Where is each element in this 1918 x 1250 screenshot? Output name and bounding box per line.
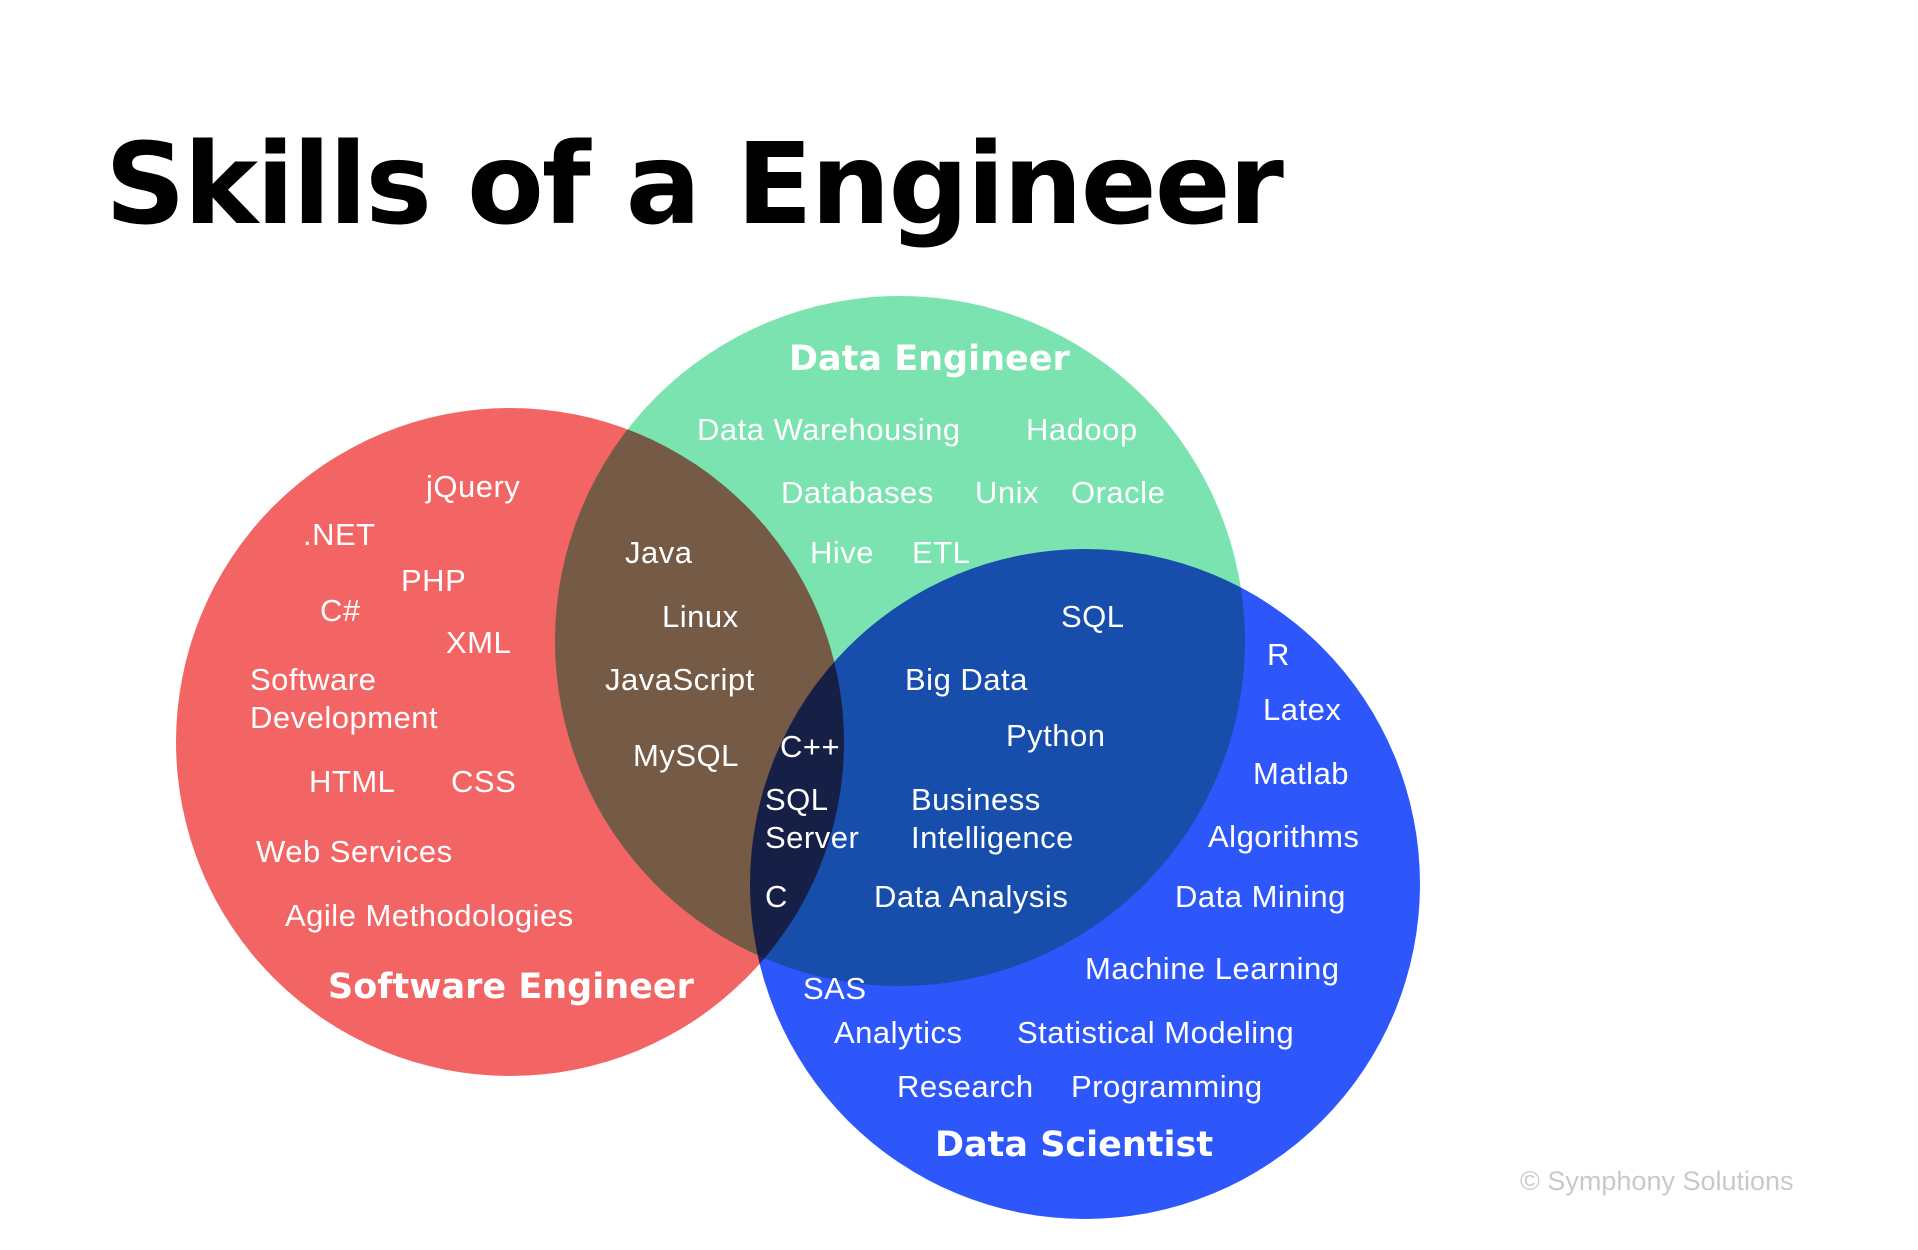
skill-php: PHP: [401, 563, 466, 598]
skill-sas: SAS: [803, 971, 867, 1006]
software-engineer-title: Software Engineer: [328, 967, 695, 1007]
skill-html: HTML: [309, 764, 395, 799]
skill-software: Software: [250, 662, 376, 697]
skill-machine-learning: Machine Learning: [1085, 951, 1339, 986]
skill-xml: XML: [446, 625, 511, 660]
skill-csharp: C#: [320, 593, 361, 628]
skill-data-warehousing: Data Warehousing: [697, 412, 961, 447]
skill-big-data: Big Data: [905, 662, 1028, 697]
copyright-notice: © Symphony Solutions: [1520, 1166, 1794, 1196]
skill-hive: Hive: [810, 535, 874, 570]
skill-hadoop: Hadoop: [1026, 412, 1138, 447]
skill-css: CSS: [451, 764, 516, 799]
skill-sql-server-server: Server: [765, 820, 859, 855]
skill-etl: ETL: [912, 535, 970, 570]
skill-data-analysis: Data Analysis: [874, 879, 1068, 914]
skill-sql-server-sql: SQL: [765, 782, 829, 817]
skill-unix: Unix: [975, 475, 1039, 510]
skill-algorithms: Algorithms: [1208, 819, 1359, 854]
skill-dotnet: .NET: [303, 517, 376, 552]
data-engineer-title: Data Engineer: [789, 339, 1070, 379]
skill-agile-methodologies: Agile Methodologies: [285, 898, 574, 933]
data-scientist-circle: [750, 549, 1420, 1219]
data-scientist-title: Data Scientist: [935, 1125, 1213, 1165]
skill-mysql: MySQL: [633, 738, 739, 773]
skill-data-mining: Data Mining: [1175, 879, 1346, 914]
skill-matlab: Matlab: [1253, 756, 1349, 791]
skill-development: Development: [250, 700, 438, 735]
skill-analytics: Analytics: [834, 1015, 963, 1050]
skill-jquery: jQuery: [425, 469, 520, 504]
skill-intelligence: Intelligence: [911, 820, 1074, 855]
skill-research: Research: [897, 1069, 1034, 1104]
skill-c: C: [765, 879, 788, 914]
skill-linux: Linux: [662, 599, 739, 634]
skill-cpp: C++: [780, 729, 840, 764]
skill-programming: Programming: [1071, 1069, 1263, 1104]
skill-web-services: Web Services: [256, 834, 453, 869]
skill-python: Python: [1006, 718, 1106, 753]
skill-latex: Latex: [1263, 692, 1341, 727]
skill-java: Java: [625, 535, 693, 570]
skill-javascript: JavaScript: [605, 662, 755, 697]
page-title: Skills of a Engineer: [105, 120, 1284, 250]
skill-oracle: Oracle: [1071, 475, 1165, 510]
skill-r: R: [1267, 637, 1290, 672]
skill-business: Business: [911, 782, 1041, 817]
skill-databases: Databases: [781, 475, 934, 510]
skill-sql: SQL: [1061, 599, 1125, 634]
skill-statistical-modeling: Statistical Modeling: [1017, 1015, 1294, 1050]
